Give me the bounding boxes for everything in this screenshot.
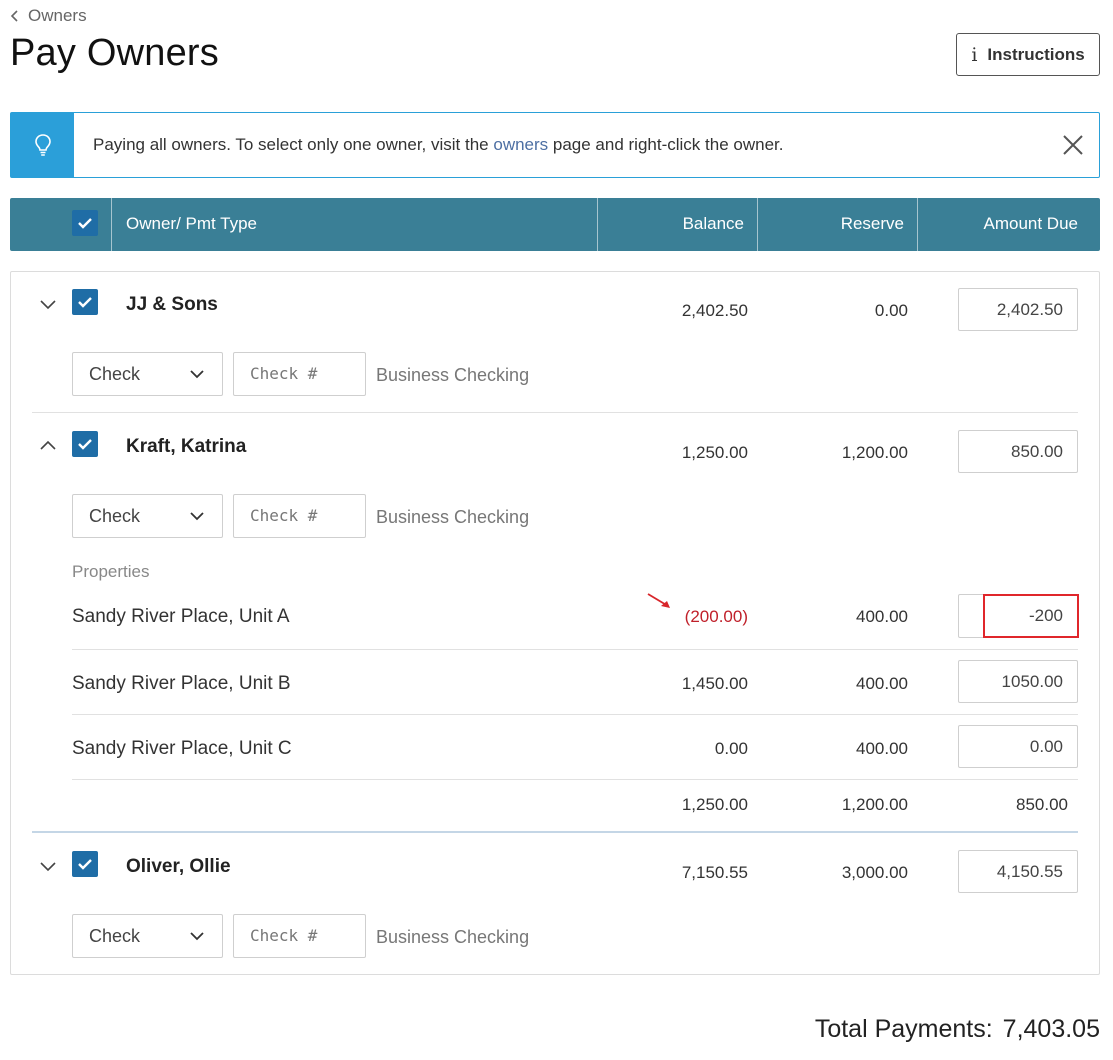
account-label: Business Checking [376,507,530,527]
owner-reserve: 3,000.00 [841,863,908,882]
owner-name: Kraft, Katrina [126,436,247,457]
property-reserve: 400.00 [856,739,908,758]
header-reserve[interactable]: Reserve [840,214,904,233]
property-name: Sandy River Place, Unit B [72,673,291,694]
property-reserve: 400.00 [856,674,908,693]
chevron-down-icon [190,512,204,521]
header-owner[interactable]: Owner/ Pmt Type [126,214,258,233]
table-header: Owner/ Pmt Type Balance Reserve Amount D… [10,198,1100,251]
row-divider [72,779,1078,780]
banner-message: Paying all owners. To select only one ow… [93,135,783,155]
property-name: Sandy River Place, Unit C [72,738,292,759]
checkmark-icon [78,297,92,308]
owners-link[interactable]: owners [493,135,549,154]
chevron-up-icon[interactable] [38,439,58,453]
owner-checkbox[interactable] [72,851,98,877]
property-name: Sandy River Place, Unit A [72,606,290,627]
owner-reserve: 0.00 [874,301,908,320]
properties-label: Properties [72,562,150,581]
total-label: Total Payments: [814,1015,993,1043]
payment-type-select[interactable]: Check [72,352,223,396]
highlighted-amount[interactable]: -200 [983,594,1079,638]
owner-name: Oliver, Ollie [126,856,231,877]
properties-total-reserve: 1,200.00 [841,795,908,814]
info-banner: Paying all owners. To select only one ow… [10,112,1100,178]
header-amount-due[interactable]: Amount Due [983,214,1079,233]
property-balance: 1,450.00 [681,674,748,693]
row-divider [72,714,1078,715]
property-balance: (200.00) [684,607,748,626]
properties-total-balance: 1,250.00 [681,795,748,814]
account-label: Business Checking [376,365,530,385]
payment-type-value: Check [89,926,141,946]
info-icon: i [971,43,978,66]
column-divider [111,198,112,251]
chevron-down-icon [190,370,204,379]
chevron-down-icon[interactable] [38,297,58,311]
column-divider [917,198,918,251]
instructions-button[interactable]: i Instructions [956,33,1100,76]
banner-text-2: page and right-click the owner. [548,135,784,154]
payment-type-value: Check [89,506,141,526]
instructions-label: Instructions [987,44,1085,64]
breadcrumb-owners-link[interactable]: Owners [28,6,87,25]
payment-type-value: Check [89,364,141,384]
column-divider [757,198,758,251]
column-divider [597,198,598,251]
owner-balance: 1,250.00 [681,443,748,462]
properties-total-amount: 850.00 [1016,795,1068,814]
property-reserve: 400.00 [856,607,908,626]
payment-type-select[interactable]: Check [72,914,223,958]
property-balance: 0.00 [714,739,748,758]
owner-group-divider [32,831,1078,833]
select-all-checkbox[interactable] [72,210,98,236]
property-amount-input[interactable]: 0.00 [958,725,1078,768]
check-number-input[interactable]: Check # [233,494,366,538]
row-divider [72,649,1078,650]
owner-balance: 2,402.50 [681,301,748,320]
payment-type-select[interactable]: Check [72,494,223,538]
breadcrumb[interactable]: Owners [10,6,87,26]
page-title: Pay Owners [10,32,219,74]
close-icon[interactable] [1061,133,1085,157]
owner-checkbox[interactable] [72,431,98,457]
owner-reserve: 1,200.00 [841,443,908,462]
banner-icon-box [11,113,74,177]
banner-text-1: Paying all owners. To select only one ow… [93,135,494,154]
total-value: 7,403.05 [1002,1015,1100,1043]
owner-balance: 7,150.55 [681,863,748,882]
owner-name: JJ & Sons [126,294,218,315]
checkmark-icon [78,439,92,450]
checkmark-icon [78,218,92,229]
row-divider [32,412,1078,413]
amount-due-input[interactable]: 4,150.55 [958,850,1078,893]
chevron-down-icon [190,932,204,941]
arrow-annotation-icon [647,593,670,608]
property-amount-input[interactable]: -200 [958,594,1079,638]
amount-due-input[interactable]: 850.00 [958,430,1078,473]
checkmark-icon [78,859,92,870]
header-balance[interactable]: Balance [682,214,744,233]
chevron-left-icon [10,10,18,22]
check-number-input[interactable]: Check # [233,914,366,958]
account-label: Business Checking [376,927,530,947]
lightbulb-icon [34,134,51,156]
amount-due-input[interactable]: 2,402.50 [958,288,1078,331]
chevron-down-icon[interactable] [38,859,58,873]
check-number-input[interactable]: Check # [233,352,366,396]
property-amount-input[interactable]: 1050.00 [958,660,1078,703]
owner-checkbox[interactable] [72,289,98,315]
total-payments: Total Payments: 7,403.05 [815,1015,1100,1044]
